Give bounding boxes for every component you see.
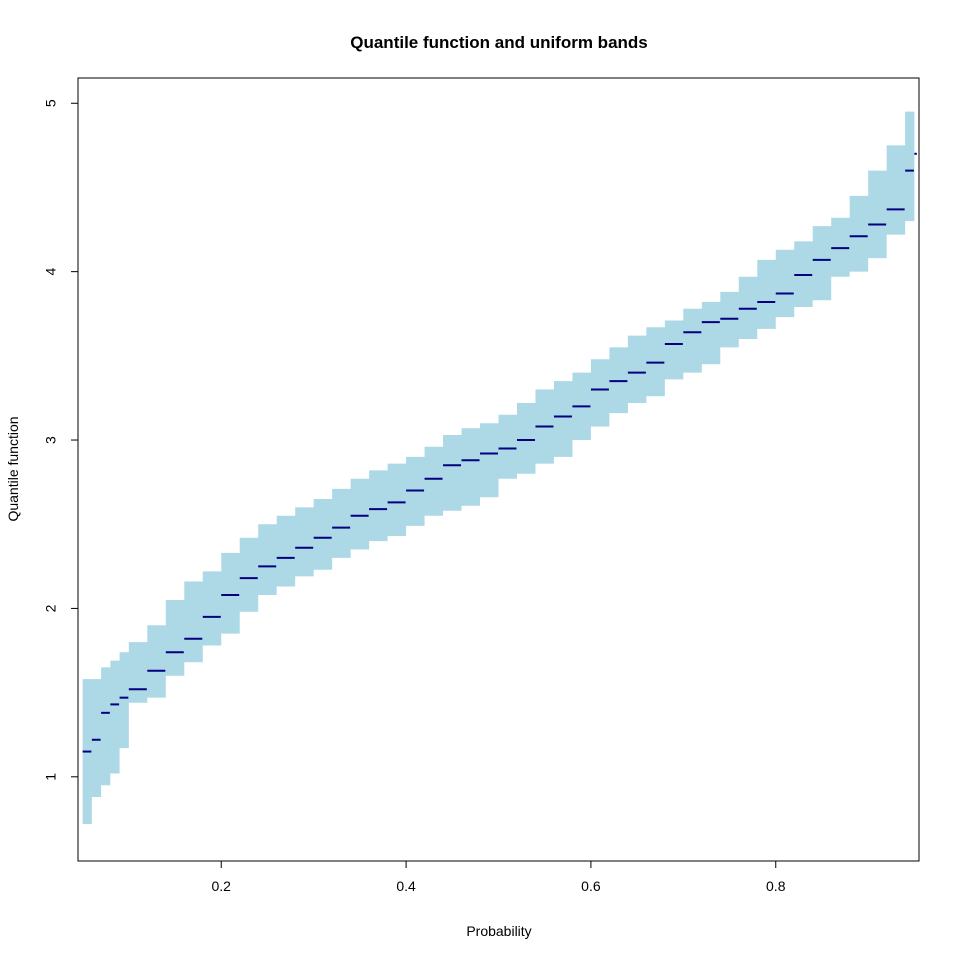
x-tick-label: 0.6: [581, 878, 601, 894]
y-tick-label: 3: [43, 436, 59, 444]
x-tick-label: 0.2: [212, 878, 232, 894]
y-tick-label: 2: [43, 604, 59, 612]
chart-title: Quantile function and uniform bands: [350, 33, 648, 52]
plot-area: [82, 104, 917, 824]
y-tick-label: 5: [43, 99, 59, 107]
x-axis: 0.2 0.4 0.6 0.8: [212, 861, 786, 894]
y-tick-label: 4: [43, 268, 59, 276]
y-axis: 1 2 3 4 5: [43, 99, 78, 781]
plot-frame: [77, 77, 920, 862]
x-tick-label: 0.8: [766, 878, 786, 894]
x-tick-label: 0.4: [396, 878, 416, 894]
y-axis-label: Quantile function: [5, 416, 21, 521]
x-axis-label: Probability: [466, 923, 531, 939]
uniform-band: [82, 104, 915, 824]
y-tick-label: 1: [43, 773, 59, 781]
